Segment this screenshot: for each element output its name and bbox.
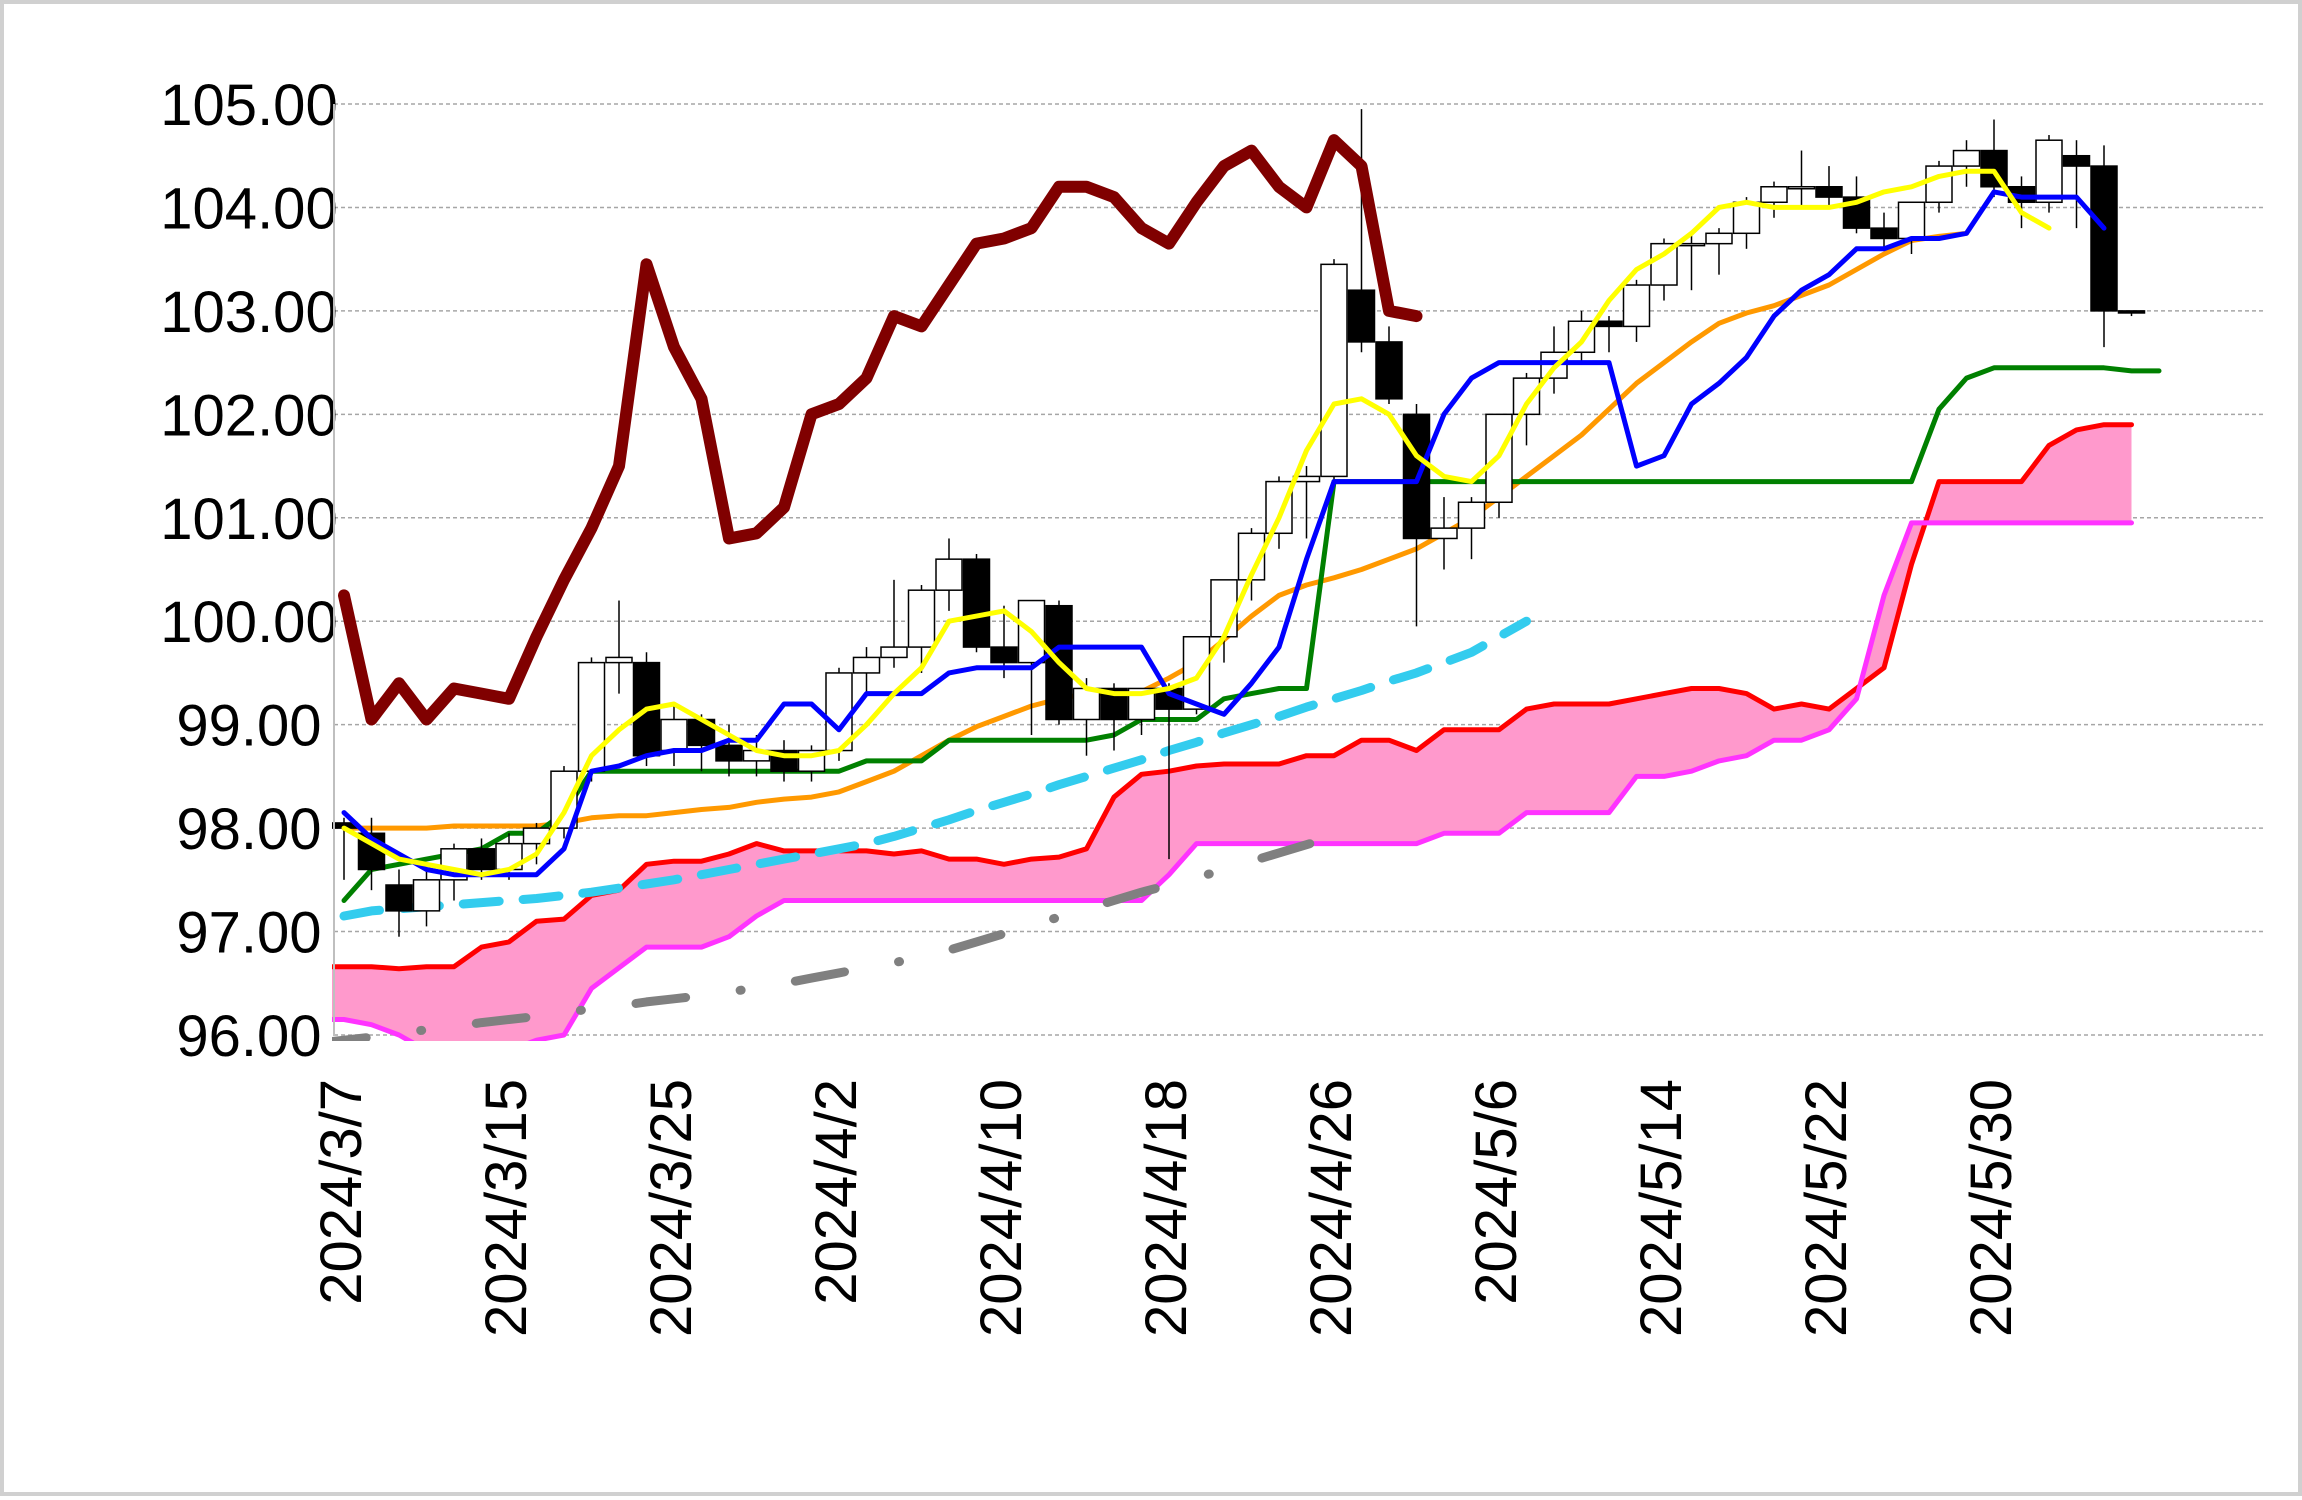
candle-body xyxy=(1320,263,1348,478)
y-tick-label: 105.00 xyxy=(160,73,337,138)
candle-body xyxy=(1457,501,1486,529)
candle-body xyxy=(1925,165,1953,204)
x-tick-label: 2024/5/30 xyxy=(1959,1079,2024,1337)
mid-moving-average-line xyxy=(339,616,1531,921)
y-tick-label: 96.00 xyxy=(176,1004,321,1069)
x-tick-label: 2024/4/18 xyxy=(1134,1079,1199,1337)
candle-body xyxy=(1595,320,1623,328)
y-tick-label: 98.00 xyxy=(176,797,321,862)
x-tick-label: 2024/5/6 xyxy=(1464,1079,1529,1305)
candle-body xyxy=(1182,635,1211,710)
ichimoku-cloud xyxy=(332,424,2132,1041)
candle-body xyxy=(1787,186,1816,190)
x-tick-label: 2024/5/22 xyxy=(1794,1079,1859,1337)
candle-body xyxy=(1210,579,1238,638)
candle-body xyxy=(1622,284,1651,328)
candle-body xyxy=(852,656,881,674)
y-tick-label: 100.00 xyxy=(160,590,337,655)
y-tick-label: 99.00 xyxy=(176,694,321,759)
chart-plot: 105.00 104.00 103.00 102.00 101.00 100.00 99.0… xyxy=(160,73,2266,1337)
y-tick-label: 97.00 xyxy=(176,901,321,966)
candle-body xyxy=(1760,186,1788,204)
indicator-lines-front xyxy=(338,134,2107,878)
indicator-lines-back xyxy=(332,230,2162,1041)
senkou-span-a-line xyxy=(332,422,2134,972)
x-tick-label: 2024/3/15 xyxy=(474,1079,539,1337)
candle-body xyxy=(2035,139,2063,204)
candle-body xyxy=(1952,149,1981,167)
candle-body xyxy=(1347,289,1376,343)
x-tick-label: 2024/4/2 xyxy=(804,1079,869,1305)
candle-body xyxy=(1677,242,1706,247)
candle-body xyxy=(2090,165,2118,312)
moving-average-line xyxy=(341,230,1969,831)
y-tick-label: 101.00 xyxy=(160,487,337,552)
short-moving-average-line xyxy=(341,168,2052,878)
candle-body xyxy=(1100,687,1128,721)
candle-body xyxy=(1870,227,1898,240)
candle-body xyxy=(825,672,853,752)
candle-body xyxy=(990,646,1018,664)
candle-body xyxy=(1815,186,1843,198)
x-tick-label: 2024/3/25 xyxy=(639,1079,704,1337)
candle-body xyxy=(935,558,963,591)
x-axis-ticks: 2024/3/7 2024/3/15 2024/3/25 2024/4/2 2024/4… xyxy=(309,1079,2024,1337)
long-moving-average-line xyxy=(332,831,1339,1041)
candle-body xyxy=(1732,201,1761,235)
x-tick-label: 2024/3/7 xyxy=(309,1079,374,1305)
tenkan-sen-line xyxy=(341,189,2107,878)
candle-body xyxy=(880,646,908,659)
y-tick-label: 104.00 xyxy=(160,176,337,241)
candle-body xyxy=(605,656,633,664)
candle-body xyxy=(385,884,413,912)
x-tick-label: 2024/5/14 xyxy=(1629,1079,1694,1337)
x-tick-label: 2024/4/26 xyxy=(1299,1079,1364,1337)
candle-body xyxy=(1375,341,1403,400)
candle-body xyxy=(660,718,688,752)
senkou-span-b-line xyxy=(332,520,2134,1041)
y-tick-label: 102.00 xyxy=(160,383,337,448)
candle-body xyxy=(1430,527,1458,540)
kijun-sen-line xyxy=(341,365,2162,903)
candle-body xyxy=(1072,687,1101,721)
candle-body xyxy=(2117,310,2146,314)
x-tick-label: 2024/4/10 xyxy=(969,1079,1034,1337)
candle-body xyxy=(2062,154,2091,167)
candle-body xyxy=(467,848,496,871)
y-tick-label: 103.00 xyxy=(160,280,337,345)
candle-body xyxy=(1897,201,1926,240)
y-axis-ticks: 105.00 104.00 103.00 102.00 101.00 100.00 99.0… xyxy=(160,73,337,1069)
candle-body xyxy=(907,589,936,648)
cloud-fill xyxy=(332,424,2132,1041)
candle-body xyxy=(412,879,441,912)
chikou-span-line xyxy=(338,134,1423,726)
candle-body xyxy=(962,558,991,648)
candle-body xyxy=(1705,232,1733,245)
candle-body xyxy=(715,744,743,762)
